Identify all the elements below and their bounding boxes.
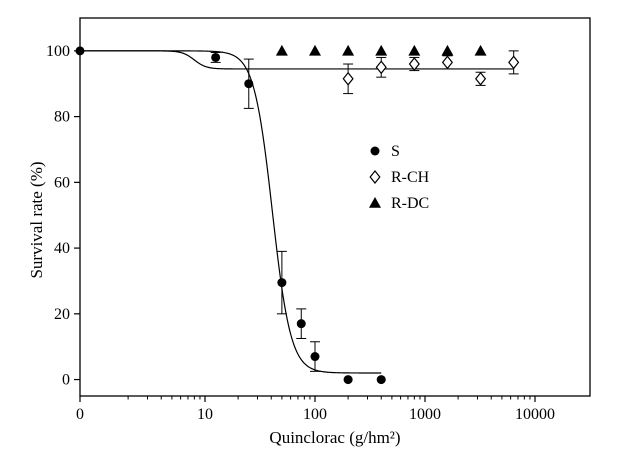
y-tick-label: 100 bbox=[46, 43, 70, 60]
point-r-dc bbox=[309, 44, 321, 56]
x-tick-label: 10000 bbox=[515, 406, 555, 423]
x-tick-label: 100 bbox=[303, 406, 327, 423]
x-tick-label: 10 bbox=[197, 406, 213, 423]
y-tick-label: 20 bbox=[54, 306, 70, 323]
point-s bbox=[75, 46, 85, 56]
point-r-dc bbox=[441, 44, 454, 56]
point-r-dc bbox=[408, 44, 421, 56]
point-r-ch bbox=[474, 71, 487, 86]
point-s bbox=[296, 319, 306, 329]
point-s bbox=[376, 375, 386, 385]
point-r-dc bbox=[342, 44, 355, 56]
point-r-ch bbox=[342, 71, 354, 86]
legend-marker-r-ch bbox=[369, 170, 381, 184]
fit-curve-s bbox=[80, 50, 382, 374]
y-tick-label: 40 bbox=[54, 240, 70, 257]
point-r-dc bbox=[474, 44, 487, 56]
point-r-dc bbox=[375, 44, 388, 56]
y-tick-label: 80 bbox=[54, 109, 70, 126]
plot-frame bbox=[79, 17, 591, 397]
point-r-ch bbox=[508, 55, 520, 70]
point-r-ch bbox=[375, 60, 387, 75]
y-tick-label: 60 bbox=[54, 174, 70, 191]
legend-label-r-dc: R-DC bbox=[391, 195, 429, 212]
point-s bbox=[343, 375, 353, 385]
point-s bbox=[211, 52, 221, 62]
fit-curve-r-ch bbox=[80, 50, 514, 70]
x-tick-label: 0 bbox=[76, 406, 84, 423]
y-tick-label: 0 bbox=[62, 372, 70, 389]
legend-marker-r-dc bbox=[369, 197, 381, 208]
point-r-dc bbox=[275, 44, 288, 56]
legend-label-r-ch: R-CH bbox=[391, 169, 430, 186]
y-axis-label: Survival rate (%) bbox=[27, 161, 46, 278]
point-s bbox=[310, 352, 320, 362]
x-tick-label: 1000 bbox=[409, 406, 441, 423]
point-r-ch bbox=[408, 57, 420, 71]
point-r-ch bbox=[441, 55, 454, 70]
legend-label-s: S bbox=[391, 143, 400, 160]
point-s bbox=[277, 278, 287, 288]
x-axis-label: Quinclorac (g/hm²) bbox=[269, 428, 400, 447]
point-s bbox=[244, 79, 254, 89]
legend-marker-s bbox=[370, 146, 380, 156]
